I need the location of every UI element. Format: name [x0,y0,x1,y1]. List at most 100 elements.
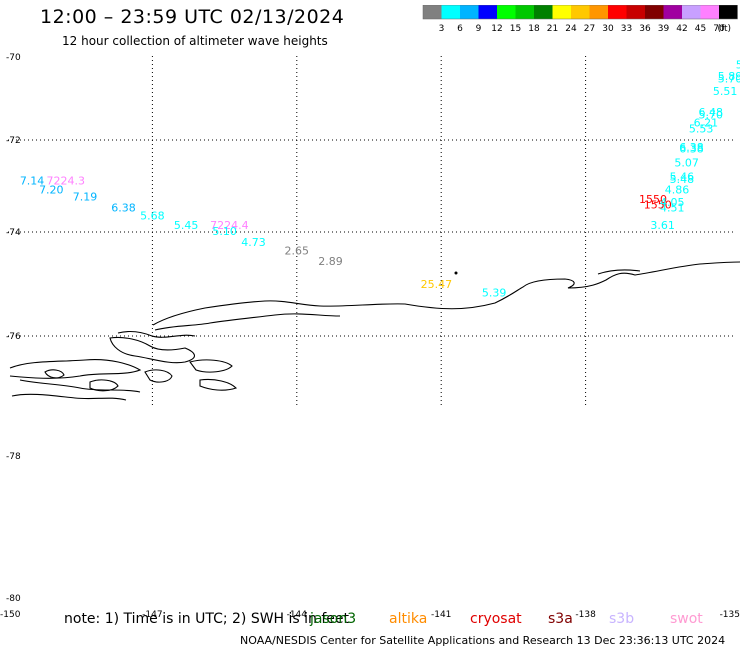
wave-height-point: 5.10 [212,225,237,238]
wave-height-point: 4.86 [665,183,690,196]
mission-swot: swot [670,611,703,627]
island-9 [44,369,65,379]
wave-height-point: 5.89 [718,70,740,83]
island-8 [199,378,238,391]
scale-tick-label: 27 [584,24,595,34]
island-7 [189,359,233,373]
scale-swatch [552,5,571,19]
wave-height-point: 1550 [639,193,667,206]
lon-tick-label: -135 [720,610,740,620]
wave-height-point: 6.48 [698,106,723,119]
scale-tick-label: 36 [639,24,651,34]
wave-height-point: 5.51 [713,85,738,98]
scale-swatch [608,5,627,19]
scale-swatch [700,5,719,19]
lon-tick-label: -150 [0,610,21,620]
wave-height-point: 3.61 [650,219,675,232]
scale-swatch [626,5,645,19]
scale-swatch [497,5,516,19]
scale-swatch [645,5,664,19]
lat-tick-label: -80 [6,594,21,604]
lat-tick-label: -72 [6,136,21,146]
latitude-labels: -70 -72 -74 -76 -78 -80 [6,53,21,604]
mission-jason3: jason3 [310,611,357,627]
wave-height-point: 1550 [644,199,672,212]
scale-tick-label: 24 [565,24,577,34]
scale-tick-label: 21 [547,24,558,34]
marker-dot [454,271,458,275]
coastline-west-a [154,313,341,331]
scale-swatch [719,5,738,19]
graticule [8,56,735,407]
color-scale-legend: 3 6 9 12 15 18 21 24 27 30 33 36 39 42 45 70(ft) [422,5,738,34]
map-title: 12:00 – 23:59 UTC 02/13/2024 [40,6,345,28]
island-1 [109,336,195,364]
wave-height-point: 5.07 [674,157,699,170]
credit-line: NOAA/NESDIS Center for Satellite Applica… [240,634,726,647]
island-3 [19,379,141,393]
scale-tick-label: 3 [439,24,445,34]
scale-swatch [515,5,534,19]
scale-tick-label: 6 [457,24,463,34]
wave-height-point: 5.70 [718,72,740,85]
scale-swatch [571,5,590,19]
wave-height-point: 5.46 [670,170,695,183]
scale-swatch [589,5,608,19]
wave-height-point: 6.38 [111,201,136,214]
scale-tick-label: 70 [713,24,725,34]
mission-s3b: s3b [609,611,635,627]
wave-height-point: 2.89 [318,255,343,268]
wave-height-point: 5.70 [698,108,723,121]
wave-height-point: 7224.3 [47,175,86,188]
wave-height-point: 5.39 [482,286,507,299]
wave-height-point: 2.65 [285,244,310,257]
scale-unit: (ft) [717,24,731,34]
scale-tick-label: 33 [621,24,632,34]
scale-swatch [460,5,479,19]
lon-tick-label: -138 [575,610,596,620]
wave-height-point: 5.53 [689,123,714,136]
longitude-labels: -150 -147 -144 -141 -138 -135 [0,610,740,620]
wave-height-point: 7.14 [20,175,45,188]
island-4 [11,393,127,401]
scale-tick-label: 30 [602,24,614,34]
mission-altika: altika [389,611,428,627]
island-2 [9,359,142,379]
scale-tick-label: 18 [528,24,540,34]
wave-height-point: 4.73 [241,236,266,249]
scale-swatch [423,5,442,19]
island-5 [144,369,173,383]
wave-height-point: 25.47 [421,278,453,291]
footer-note: note: 1) Time is in UTC; 2) SWH is in fe… [64,611,350,627]
coastline-group [9,261,740,401]
lon-tick-label: -147 [142,610,162,620]
wave-height-point: 5.8 [736,59,740,72]
coastline-tongue [597,269,641,275]
scale-swatch [441,5,460,19]
lon-tick-label: -144 [287,610,308,620]
wave-height-point: 6.21 [694,116,719,129]
lat-tick-label: -78 [6,452,21,462]
lat-tick-label: -76 [6,332,21,342]
scale-tick-label: 39 [658,24,670,34]
wave-height-point: 6.38 [679,142,704,155]
scale-tick-label: 9 [476,24,482,34]
wave-height-point: 4.05 [660,196,685,209]
lon-tick-label: -141 [431,610,451,620]
scale-tick-label: 12 [491,24,502,34]
scale-border [422,5,738,20]
wave-height-point: 7.19 [73,190,98,203]
scale-swatch [478,5,497,19]
mission-cryosat: cryosat [470,611,522,627]
wave-height-point: 4.51 [660,201,685,214]
scale-swatch [534,5,553,19]
map-subtitle: 12 hour collection of altimeter wave hei… [62,34,328,48]
wave-height-point: 7224.4 [210,219,249,232]
wave-height-point: 6.38 [679,141,704,154]
wave-height-point: 5.48 [670,173,695,186]
wave-height-point: 5.68 [140,210,165,223]
wave-height-point: 7.20 [39,183,64,196]
mission-s3a: s3a [548,611,573,627]
island-6 [89,379,119,392]
